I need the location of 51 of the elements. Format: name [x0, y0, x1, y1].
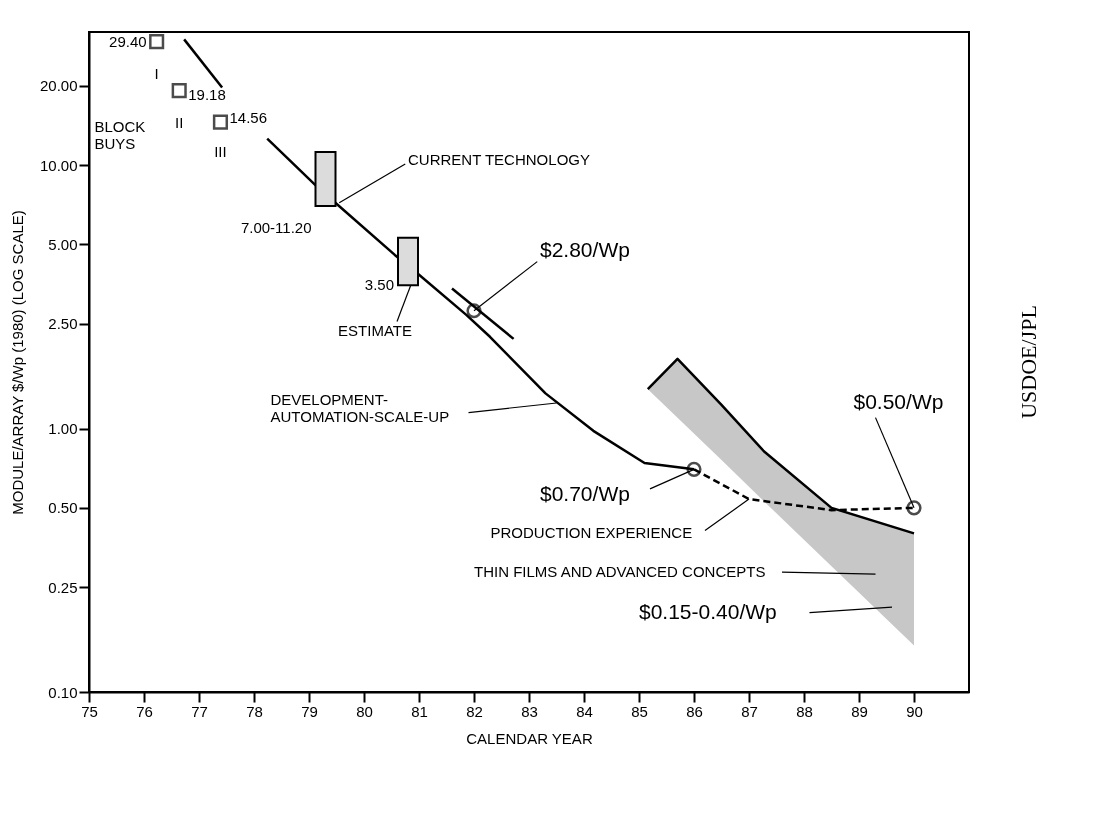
x-tick-label: 89	[851, 702, 868, 720]
annotation: BLOCK BUYS	[94, 117, 146, 152]
y-axis-title: MODULE/ARRAY $/Wp (1980) (LOG SCALE)	[8, 210, 26, 515]
annotation: $0.15-0.40/Wp	[639, 599, 777, 623]
y-tick-label: 0.50	[48, 499, 78, 517]
annotation: PRODUCTION EXPERIENCE	[490, 524, 693, 542]
y-tick-label: 5.00	[48, 235, 78, 253]
annotation: III	[214, 143, 227, 161]
x-tick-label: 90	[906, 702, 923, 720]
y-tick-label: 10.00	[39, 156, 78, 174]
x-axis-title: CALENDAR YEAR	[466, 729, 593, 747]
annotation: ESTIMATE	[338, 321, 412, 339]
x-tick-label: 79	[301, 702, 318, 720]
point	[171, 82, 187, 99]
data-label: 19.18	[188, 85, 226, 103]
annotation: II	[175, 113, 184, 131]
point	[466, 303, 482, 319]
x-tick-label: 87	[741, 702, 758, 720]
annotation: DEVELOPMENT- AUTOMATION-SCALE-UP	[270, 391, 450, 426]
x-tick-label: 84	[576, 702, 593, 720]
text: USDOE/JPL	[1016, 305, 1041, 419]
annotation: 7.00-11.20	[240, 218, 312, 236]
y-tick-label: 1.00	[48, 420, 78, 438]
point	[686, 461, 702, 477]
x-tick-label: 78	[246, 702, 263, 720]
data-label: 14.56	[229, 109, 267, 127]
point	[906, 500, 922, 516]
annotation: CURRENT TECHNOLOGY	[408, 150, 590, 168]
y-tick-label: 0.25	[48, 578, 78, 596]
x-tick-label: 76	[136, 702, 153, 720]
y-tick-label: 2.50	[48, 315, 78, 333]
y-tick-label: 0.10	[48, 683, 78, 701]
x-tick-label: 83	[521, 702, 538, 720]
point	[212, 114, 229, 130]
x-tick-label: 86	[686, 702, 703, 720]
annotation: $0.50/Wp	[853, 390, 944, 414]
data-label: 29.40	[109, 32, 147, 50]
annotation: $2.80/Wp	[540, 238, 630, 262]
x-tick-label: 82	[466, 702, 483, 720]
x-tick-label: 80	[356, 702, 373, 720]
point	[149, 34, 165, 50]
x-tick-label: 77	[191, 702, 208, 720]
annotation: 3.50	[364, 276, 394, 294]
x-tick-label: 75	[81, 702, 98, 720]
y-tick-label: 20.00	[39, 77, 78, 95]
x-tick-label: 81	[411, 702, 428, 720]
x-tick-label: 88	[796, 702, 813, 720]
x-tick-label: 85	[631, 702, 648, 720]
annotation: $0.70/Wp	[540, 481, 630, 505]
annotation: THIN FILMS AND ADVANCED CONCEPTS	[474, 563, 766, 581]
annotation: I	[154, 64, 159, 82]
